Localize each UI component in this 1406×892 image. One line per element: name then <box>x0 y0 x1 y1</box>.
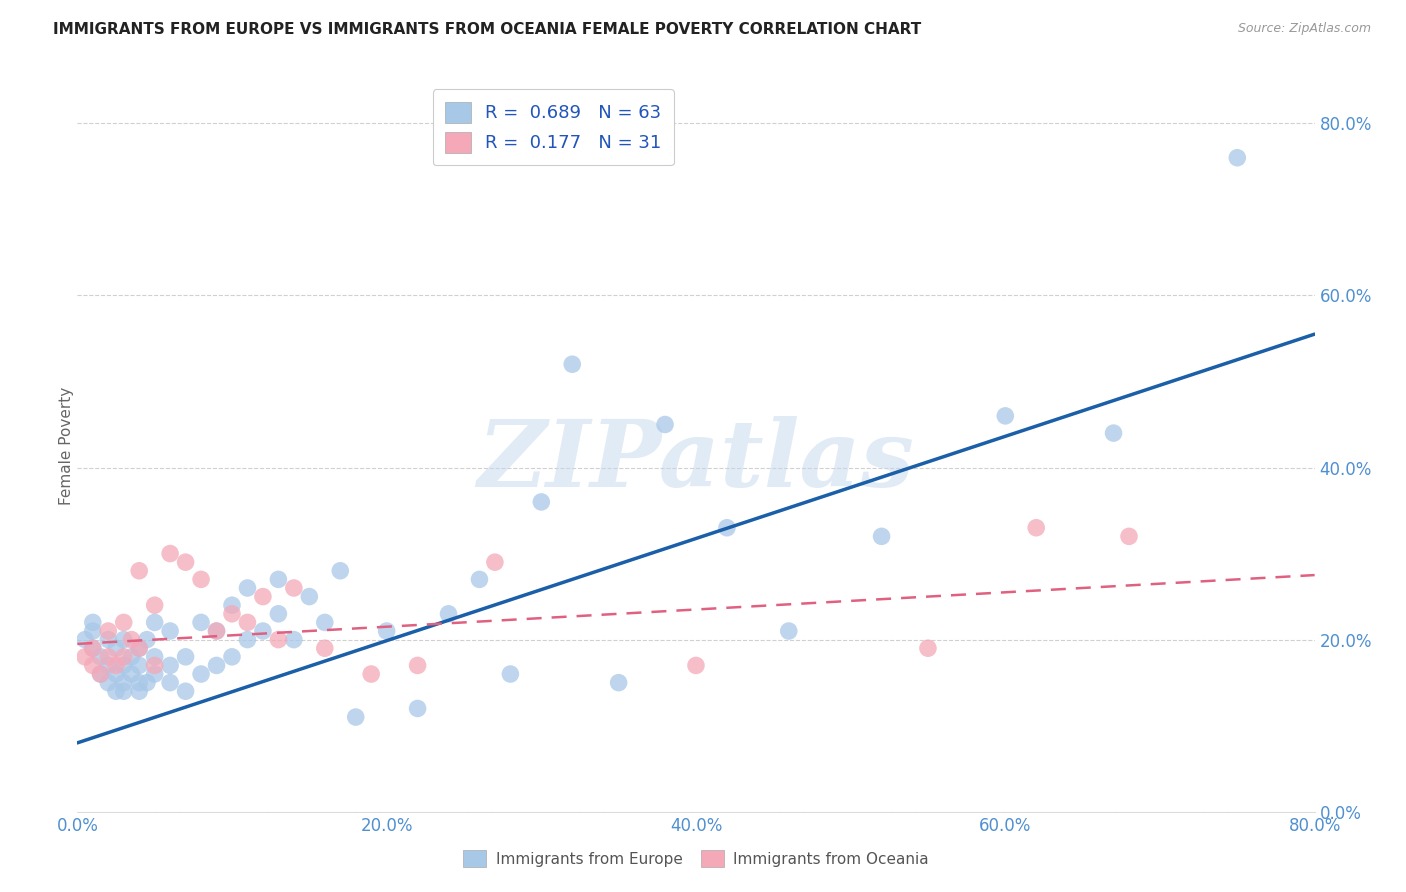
Point <box>121 649 143 664</box>
Point <box>267 573 290 587</box>
Point <box>221 598 243 612</box>
Point <box>105 641 127 656</box>
Point <box>112 675 135 690</box>
Point <box>90 649 111 664</box>
Point <box>82 641 104 656</box>
Point <box>778 624 800 638</box>
Point <box>128 564 150 578</box>
Point <box>128 641 150 656</box>
Point <box>97 658 120 673</box>
Point <box>221 607 243 621</box>
Point <box>128 641 150 656</box>
Point <box>105 684 127 698</box>
Point <box>298 590 321 604</box>
Point <box>870 529 893 543</box>
Point <box>236 632 259 647</box>
Point <box>994 409 1017 423</box>
Legend: Immigrants from Europe, Immigrants from Oceania: Immigrants from Europe, Immigrants from … <box>457 844 935 873</box>
Point <box>252 590 274 604</box>
Point <box>221 649 243 664</box>
Point <box>406 658 429 673</box>
Point <box>97 675 120 690</box>
Point <box>159 547 181 561</box>
Point <box>105 658 127 673</box>
Point <box>90 667 111 681</box>
Point <box>267 632 290 647</box>
Point <box>82 624 104 638</box>
Point <box>685 658 707 673</box>
Point <box>112 649 135 664</box>
Point <box>97 649 120 664</box>
Point <box>530 495 553 509</box>
Point <box>205 624 228 638</box>
Point <box>236 615 259 630</box>
Point <box>143 615 166 630</box>
Point <box>1118 529 1140 543</box>
Point <box>75 632 96 647</box>
Point <box>375 624 398 638</box>
Point <box>329 564 352 578</box>
Point <box>128 658 150 673</box>
Text: ZIPatlas: ZIPatlas <box>478 416 914 506</box>
Point <box>82 641 104 656</box>
Point <box>112 632 135 647</box>
Point <box>1102 426 1125 441</box>
Point <box>82 615 104 630</box>
Point <box>174 684 197 698</box>
Point <box>174 649 197 664</box>
Point <box>75 649 96 664</box>
Point <box>499 667 522 681</box>
Point <box>607 675 630 690</box>
Point <box>159 675 181 690</box>
Point <box>468 573 491 587</box>
Point <box>143 598 166 612</box>
Point <box>406 701 429 715</box>
Point <box>190 573 212 587</box>
Point <box>143 658 166 673</box>
Point <box>236 581 259 595</box>
Point <box>82 658 104 673</box>
Point <box>716 521 738 535</box>
Point <box>205 658 228 673</box>
Point <box>112 658 135 673</box>
Point <box>205 624 228 638</box>
Point <box>561 357 583 371</box>
Point <box>136 675 159 690</box>
Text: Source: ZipAtlas.com: Source: ZipAtlas.com <box>1237 22 1371 36</box>
Point <box>360 667 382 681</box>
Point <box>283 581 305 595</box>
Point <box>437 607 460 621</box>
Point <box>97 624 120 638</box>
Point <box>159 624 181 638</box>
Point <box>174 555 197 569</box>
Point <box>136 632 159 647</box>
Point <box>344 710 367 724</box>
Point <box>1025 521 1047 535</box>
Point <box>159 658 181 673</box>
Point <box>121 667 143 681</box>
Point <box>105 667 127 681</box>
Point <box>267 607 290 621</box>
Point <box>112 684 135 698</box>
Point <box>252 624 274 638</box>
Point <box>283 632 305 647</box>
Point <box>314 641 336 656</box>
Point <box>314 615 336 630</box>
Point <box>143 649 166 664</box>
Point <box>654 417 676 432</box>
Point <box>112 615 135 630</box>
Point <box>484 555 506 569</box>
Point <box>128 684 150 698</box>
Point <box>121 632 143 647</box>
Text: IMMIGRANTS FROM EUROPE VS IMMIGRANTS FROM OCEANIA FEMALE POVERTY CORRELATION CHA: IMMIGRANTS FROM EUROPE VS IMMIGRANTS FRO… <box>53 22 922 37</box>
Point <box>917 641 939 656</box>
Point <box>90 667 111 681</box>
Point <box>143 667 166 681</box>
Y-axis label: Female Poverty: Female Poverty <box>59 387 73 505</box>
Point <box>97 632 120 647</box>
Point <box>190 667 212 681</box>
Point <box>128 675 150 690</box>
Point <box>190 615 212 630</box>
Point <box>1226 151 1249 165</box>
